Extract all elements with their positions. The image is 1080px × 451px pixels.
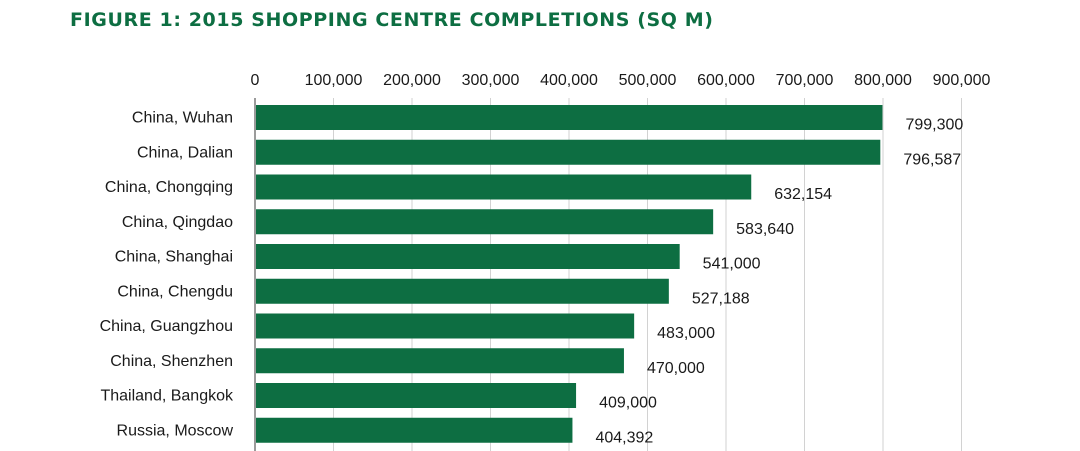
x-tick-label: 400,000 bbox=[540, 72, 598, 89]
category-label: China, Shanghai bbox=[115, 249, 233, 266]
bars bbox=[256, 105, 883, 443]
x-tick-label: 200,000 bbox=[383, 72, 441, 89]
bar bbox=[256, 417, 573, 443]
value-label: 404,392 bbox=[595, 429, 653, 446]
x-tick-label: 500,000 bbox=[619, 72, 677, 89]
bar bbox=[256, 209, 714, 235]
x-tick-label: 900,000 bbox=[933, 72, 991, 89]
value-label: 799,300 bbox=[905, 117, 963, 134]
value-label: 632,154 bbox=[774, 186, 832, 203]
value-label: 796,587 bbox=[903, 151, 961, 168]
value-label: 583,640 bbox=[736, 221, 794, 238]
category-labels: China, Wuhan China, Dalian China, Chongqin… bbox=[100, 110, 234, 440]
bar bbox=[256, 383, 577, 408]
category-label: China, Guangzhou bbox=[100, 318, 233, 335]
bar bbox=[256, 139, 881, 165]
value-label: 470,000 bbox=[647, 360, 705, 377]
category-label: China, Shenzhen bbox=[110, 353, 233, 370]
x-axis-ticks: 0 100,000 200,000 300,000 400,000 500,000 600,… bbox=[251, 72, 991, 89]
category-label: China, Wuhan bbox=[132, 110, 233, 127]
category-label: Russia, Moscow bbox=[117, 422, 234, 439]
x-tick-label: 600,000 bbox=[697, 72, 755, 89]
x-tick-label: 0 bbox=[251, 72, 260, 89]
bar bbox=[256, 105, 883, 130]
value-label: 409,000 bbox=[599, 395, 657, 412]
value-label: 541,000 bbox=[703, 256, 761, 273]
category-label: China, Qingdao bbox=[122, 214, 233, 231]
x-tick-label: 100,000 bbox=[305, 72, 363, 89]
x-tick-label: 800,000 bbox=[854, 72, 912, 89]
bar bbox=[256, 244, 680, 269]
category-label: China, Chengdu bbox=[117, 283, 233, 300]
category-label: China, Chongqing bbox=[105, 179, 233, 196]
x-tick-label: 300,000 bbox=[462, 72, 520, 89]
bar bbox=[256, 278, 669, 304]
bar bbox=[256, 348, 624, 374]
value-label: 527,188 bbox=[692, 290, 750, 307]
bar bbox=[256, 174, 752, 200]
chart-title: FIGURE 1: 2015 SHOPPING CENTRE COMPLETIO… bbox=[70, 9, 714, 31]
value-label: 483,000 bbox=[657, 325, 715, 342]
category-label: China, Dalian bbox=[137, 144, 233, 161]
category-label: Thailand, Bangkok bbox=[100, 388, 234, 405]
value-labels: 799,300 796,587 632,154 583,640 541,000 527,1… bbox=[595, 117, 963, 447]
x-tick-label: 700,000 bbox=[776, 72, 834, 89]
bar bbox=[256, 313, 635, 339]
